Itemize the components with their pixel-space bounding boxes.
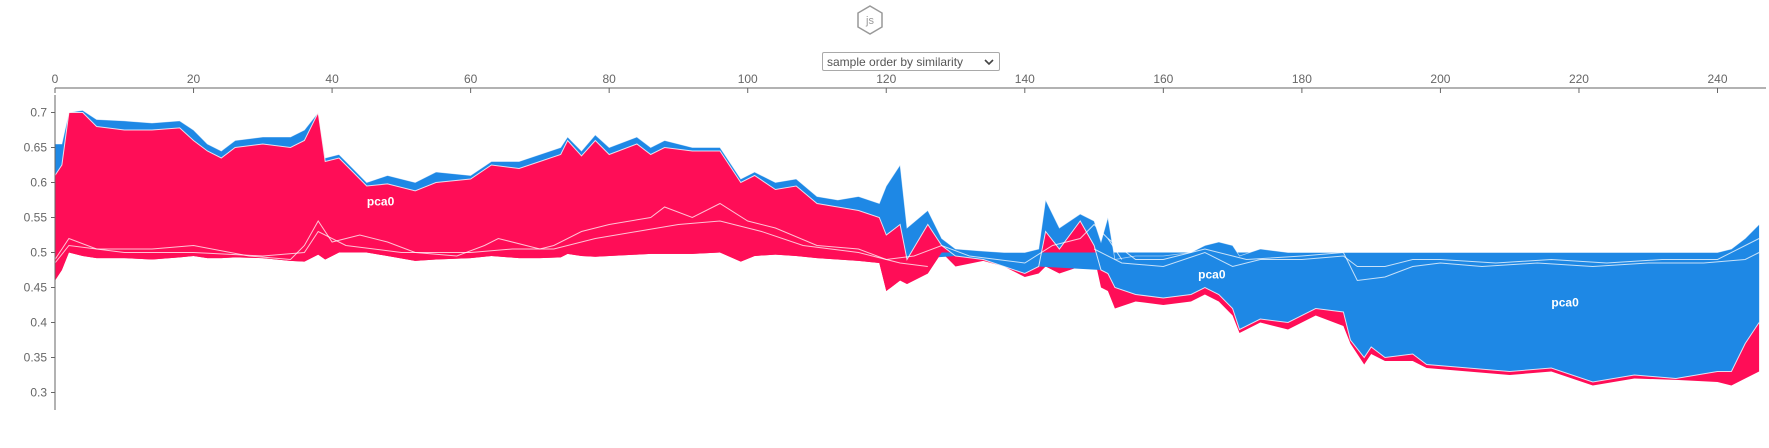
feature-line-1	[54, 220, 928, 267]
x-tick-label: 120	[876, 72, 896, 86]
y-tick-label: 0.55	[24, 211, 48, 225]
y-axis: 0.3 0.35 0.4 0.45 0.5 0.55 0.6 0.65 0.7	[24, 95, 56, 410]
feature-line-2	[1093, 238, 1760, 268]
negative-area	[55, 110, 1760, 383]
x-tick-label: 40	[325, 72, 339, 86]
y-tick-label: 0.35	[24, 351, 48, 365]
negative-area-lower	[907, 252, 1760, 382]
positive-area-left	[55, 112, 942, 291]
chart-area-labels: pca0 pca0 pca0	[367, 195, 1579, 310]
js-logo-icon: js	[857, 5, 883, 35]
x-tick-label: 20	[187, 72, 201, 86]
chevron-down-icon	[984, 59, 994, 66]
x-tick-label: 180	[1292, 72, 1312, 86]
feature-line-0	[54, 202, 1123, 264]
x-tick-label: 140	[1015, 72, 1035, 86]
area-label: pca0	[1198, 267, 1226, 281]
feature-line-3	[1107, 238, 1760, 282]
chart-white-lines	[54, 109, 1760, 383]
top-outline	[55, 109, 1760, 260]
sample-order-select-box[interactable]: sample order by similarity	[822, 52, 1000, 71]
x-tick-label: 0	[52, 72, 59, 86]
x-tick-label: 80	[602, 72, 616, 86]
y-tick-label: 0.4	[30, 316, 47, 330]
y-tick-label: 0.6	[30, 176, 47, 190]
x-axis: 0 20 40 60 80 100 120 140 160 180 200 220 240	[52, 72, 1766, 93]
y-tick-label: 0.45	[24, 281, 48, 295]
area-label: pca0	[1551, 295, 1579, 309]
y-tick-label: 0.3	[30, 386, 47, 400]
y-tick-label: 0.65	[24, 141, 48, 155]
sample-order-select-value: sample order by similarity	[827, 55, 964, 69]
x-tick-label: 200	[1430, 72, 1450, 86]
area-label: pca0	[367, 195, 395, 209]
y-tick-label: 0.7	[30, 106, 47, 120]
y-tick-label: 0.5	[30, 246, 47, 260]
chart-areas	[55, 110, 1760, 386]
x-tick-label: 60	[464, 72, 478, 86]
sample-order-select[interactable]: sample order by similarity	[822, 52, 1000, 71]
x-tick-label: 240	[1707, 72, 1727, 86]
x-tick-label: 220	[1569, 72, 1589, 86]
x-tick-label: 100	[738, 72, 758, 86]
js-logo-text: js	[865, 15, 874, 27]
mid-outline	[54, 110, 1760, 383]
x-tick-label: 160	[1153, 72, 1173, 86]
